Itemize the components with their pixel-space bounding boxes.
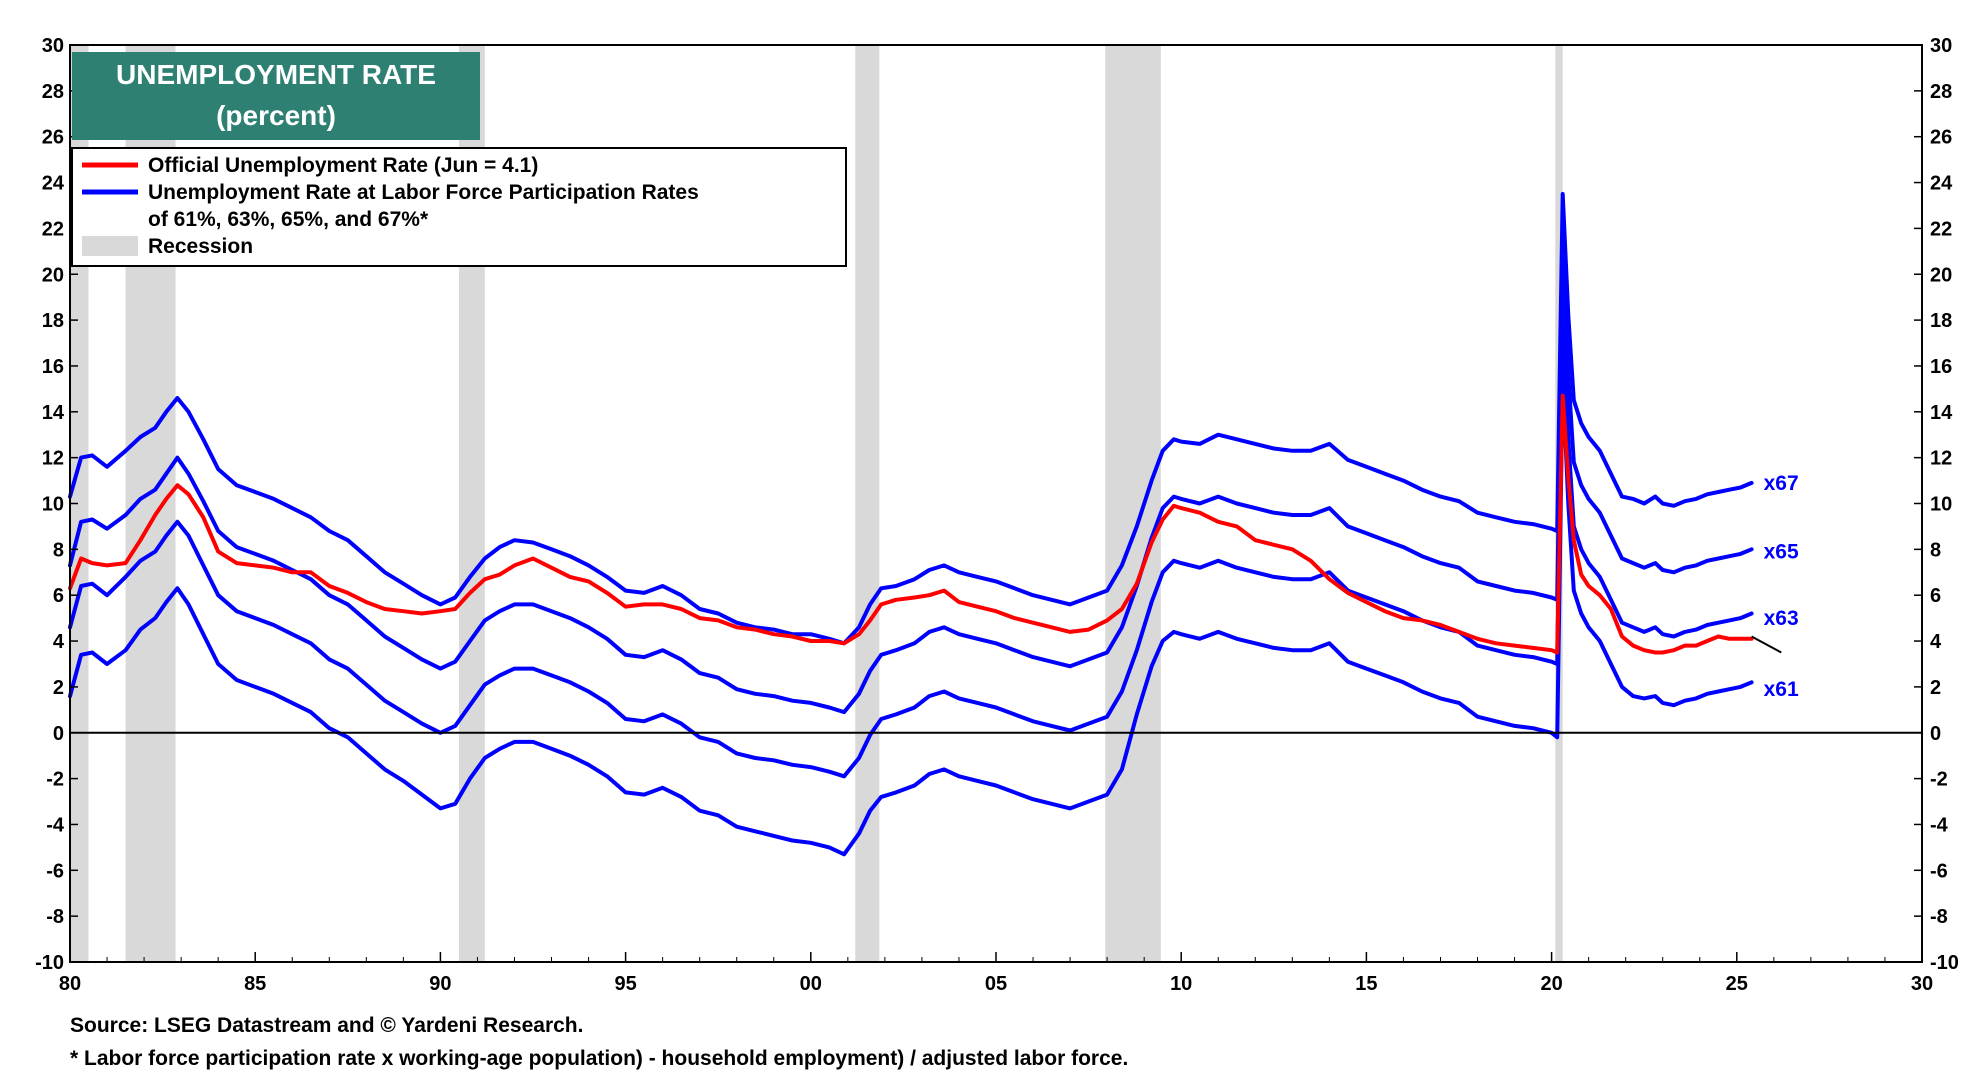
x-tick-label: 25	[1726, 973, 1748, 995]
y-tick-label-right: 6	[1930, 585, 1941, 607]
y-tick-label-left: 10	[42, 494, 64, 516]
series-label-x63: x63	[1764, 607, 1799, 630]
x-tick-label: 15	[1355, 973, 1377, 995]
y-tick-label-right: -10	[1930, 952, 1959, 974]
y-tick-label-right: 20	[1930, 264, 1952, 286]
series-label-x67: x67	[1764, 472, 1799, 495]
y-tick-label-left: 8	[53, 539, 64, 561]
y-tick-label-left: -2	[46, 769, 64, 791]
y-tick-label-right: -2	[1930, 769, 1948, 791]
title-background	[72, 52, 480, 140]
series-label-x61: x61	[1764, 678, 1799, 701]
title-box: UNEMPLOYMENT RATE (percent)	[72, 52, 480, 140]
y-tick-label-right: 2	[1930, 677, 1941, 699]
y-tick-label-left: -4	[46, 814, 65, 836]
y-tick-label-left: 4	[53, 631, 65, 653]
legend-label-participation: Unemployment Rate at Labor Force Partici…	[148, 181, 699, 204]
y-tick-label-right: 26	[1930, 127, 1952, 149]
x-tick-label: 30	[1911, 973, 1933, 995]
legend-box	[71, 147, 847, 267]
series-lines	[68, 192, 1782, 857]
chart-title: UNEMPLOYMENT RATE	[116, 59, 436, 90]
legend-label-participation-rates: of 61%, 63%, 65%, and 67%*	[148, 208, 429, 231]
series-line-x61	[68, 375, 1754, 857]
legend-label-official: Official Unemployment Rate (Jun = 4.1)	[148, 154, 538, 177]
y-tick-label-right: 16	[1930, 356, 1952, 378]
recession-band-5	[1105, 45, 1161, 962]
y-tick-label-left: -10	[35, 952, 64, 974]
series-label-x65: x65	[1764, 541, 1799, 564]
chart-subtitle: (percent)	[216, 100, 336, 131]
series-line-x65	[68, 249, 1754, 715]
y-tick-label-left: 30	[42, 35, 64, 57]
trend-segment	[1751, 635, 1782, 654]
y-tick-label-left: 2	[53, 677, 64, 699]
y-tick-label-left: -6	[46, 860, 64, 882]
y-tick-label-left: 24	[42, 173, 65, 195]
x-tick-label: 00	[800, 973, 822, 995]
y-tick-label-right: 28	[1930, 81, 1952, 103]
y-tick-label-right: 4	[1930, 631, 1942, 653]
series-line-official-unemployment-rate-jun-4-1	[68, 393, 1754, 655]
x-tick-label: 85	[244, 973, 266, 995]
y-tick-label-right: -6	[1930, 860, 1948, 882]
y-tick-label-right: 22	[1930, 218, 1952, 240]
source-note: Source: LSEG Datastream and © Yardeni Re…	[70, 1014, 584, 1037]
y-tick-label-right: 8	[1930, 539, 1941, 561]
legend-swatch-recession	[82, 236, 138, 256]
y-tick-label-right: 18	[1930, 310, 1952, 332]
y-tick-label-left: 28	[42, 81, 64, 103]
x-tick-label: 90	[429, 973, 451, 995]
y-tick-label-left: 6	[53, 585, 64, 607]
footnote: * Labor force participation rate x worki…	[70, 1047, 1129, 1070]
y-tick-label-left: 16	[42, 356, 64, 378]
y-tick-label-left: -8	[46, 906, 64, 928]
y-tick-label-right: -8	[1930, 906, 1948, 928]
x-tick-label: 20	[1540, 973, 1562, 995]
y-tick-label-left: 22	[42, 218, 64, 240]
y-tick-label-right: -4	[1930, 814, 1949, 836]
legend-label-recession: Recession	[148, 235, 253, 258]
y-tick-label-left: 20	[42, 264, 64, 286]
y-tick-label-right: 0	[1930, 723, 1941, 745]
y-tick-label-left: 12	[42, 448, 64, 470]
series-line-x63	[68, 311, 1754, 779]
x-tick-label: 95	[614, 973, 636, 995]
legend: Official Unemployment Rate (Jun = 4.1) U…	[71, 147, 847, 267]
y-tick-label-left: 14	[42, 402, 65, 424]
y-tick-label-right: 14	[1930, 402, 1953, 424]
y-tick-label-left: 0	[53, 723, 64, 745]
x-tick-label: 10	[1170, 973, 1192, 995]
y-tick-label-left: 18	[42, 310, 64, 332]
y-tick-label-right: 24	[1930, 173, 1953, 195]
series-labels: x67 x65 x63 x61	[1764, 472, 1799, 701]
series-line-x67	[68, 192, 1754, 646]
y-tick-label-right: 12	[1930, 448, 1952, 470]
recession-band-4	[855, 45, 880, 962]
y-tick-label-left: 26	[42, 127, 64, 149]
x-tick-label: 05	[985, 973, 1007, 995]
y-tick-label-right: 30	[1930, 35, 1952, 57]
y-tick-label-right: 10	[1930, 494, 1952, 516]
x-tick-label: 80	[59, 973, 81, 995]
